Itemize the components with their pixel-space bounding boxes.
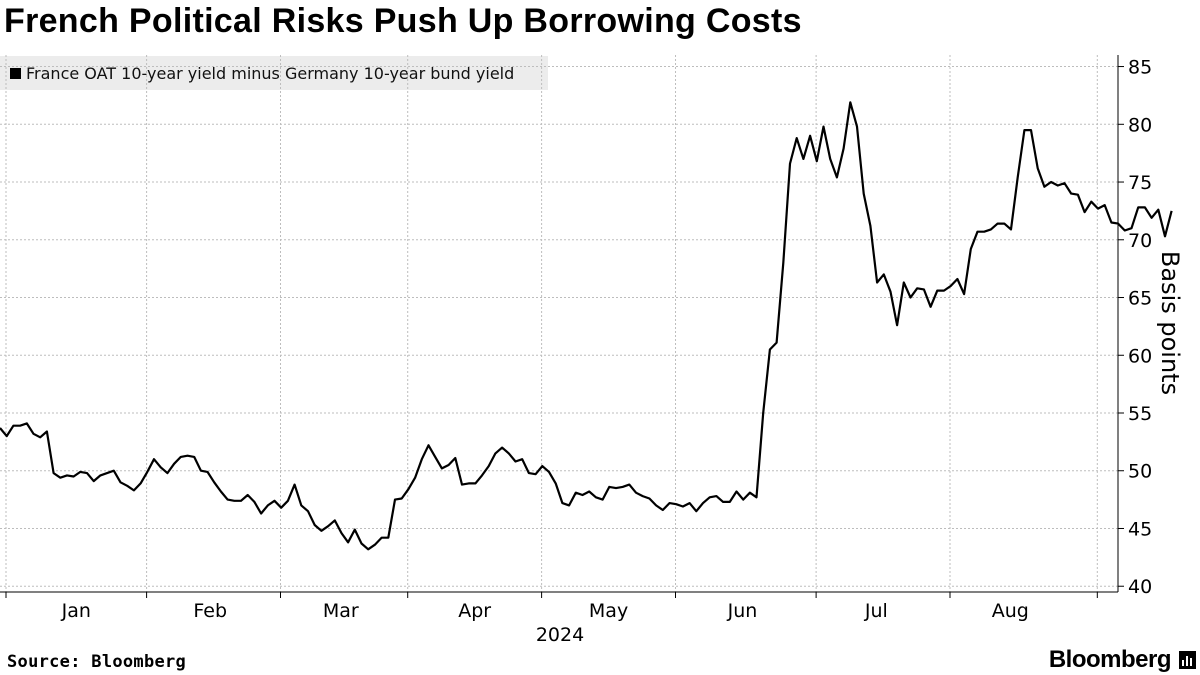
y-tick-label: 50	[1128, 461, 1152, 483]
y-axis-label: Basis points	[1156, 250, 1184, 396]
x-tick-label: Jun	[727, 600, 758, 622]
y-tick-label: 60	[1128, 345, 1152, 367]
x-tick-label: Feb	[193, 600, 227, 622]
x-tick-label: Aug	[992, 600, 1029, 622]
y-tick-label: 65	[1128, 288, 1152, 310]
bloomberg-terminal-icon	[1179, 651, 1196, 669]
x-tick-label: Jan	[61, 600, 91, 622]
chart-title: French Political Risks Push Up Borrowing…	[4, 2, 802, 40]
legend: France OAT 10-year yield minus Germany 1…	[0, 56, 548, 90]
x-tick-label: Apr	[458, 600, 491, 622]
y-tick-label: 55	[1128, 403, 1152, 425]
y-tick-label: 75	[1128, 172, 1152, 194]
legend-label: France OAT 10-year yield minus Germany 1…	[26, 63, 515, 83]
x-tick-label: Mar	[323, 600, 359, 622]
y-tick-label: 85	[1128, 57, 1152, 79]
bloomberg-logo: Bloomberg	[1049, 646, 1196, 674]
y-tick-label: 45	[1128, 518, 1152, 540]
legend-swatch	[10, 67, 21, 79]
y-tick-label: 40	[1128, 576, 1152, 598]
x-tick-label: Jul	[864, 600, 888, 622]
x-tick-label: May	[589, 600, 628, 622]
y-tick-label: 80	[1128, 114, 1152, 136]
x-axis-year-label: 2024	[536, 624, 584, 646]
source-note: Source: Bloomberg	[7, 652, 187, 672]
brand-name: Bloomberg	[1048, 646, 1172, 673]
y-tick-label: 70	[1128, 230, 1152, 252]
series-line-spread	[0, 101, 1173, 551]
